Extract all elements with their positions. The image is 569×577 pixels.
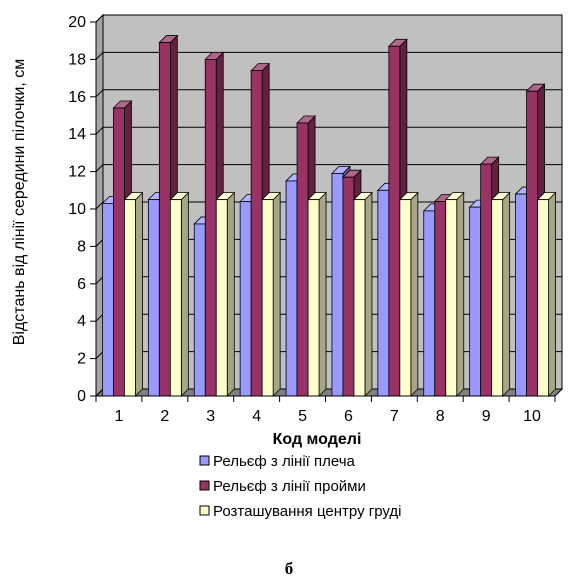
x-tick-label: 4 — [252, 408, 261, 425]
y-tick-label: 4 — [77, 313, 86, 330]
legend-item: Рельєф з лінії плеча — [199, 453, 356, 470]
legend-label: Рельєф з лінії пройми — [213, 478, 366, 495]
y-tick-label: 8 — [77, 238, 86, 255]
legend-label: Рельєф з лінії плеча — [213, 453, 356, 470]
bar — [490, 191, 511, 397]
gridline — [95, 89, 562, 98]
legend-swatch — [199, 455, 210, 466]
x-tick-label: 2 — [160, 408, 169, 425]
gridline — [95, 51, 562, 60]
y-tick-label: 0 — [77, 388, 86, 405]
bar — [398, 191, 419, 397]
legend-item: Розташування центру груді — [199, 503, 401, 520]
y-tick-label: 2 — [77, 351, 86, 368]
y-tick-label: 12 — [68, 164, 86, 181]
x-tick-label: 7 — [390, 408, 399, 425]
legend-item: Рельєф з лінії пройми — [199, 478, 366, 495]
bar — [352, 191, 373, 397]
y-tick-label: 14 — [68, 126, 86, 143]
legend-swatch — [199, 505, 210, 516]
y-tick-label: 10 — [68, 201, 86, 218]
x-tick-label: 10 — [523, 408, 541, 425]
axes — [90, 21, 556, 402]
x-tick-label: 5 — [298, 408, 307, 425]
y-tick-label: 16 — [68, 89, 86, 106]
bar — [215, 191, 236, 397]
bar — [536, 191, 557, 397]
y-tick-label: 20 — [68, 14, 86, 31]
y-tick-labels: 0 2 4 6 8 10 12 14 16 18 20 — [68, 14, 86, 405]
gridline — [95, 164, 562, 172]
bar — [444, 191, 465, 397]
x-tick-labels: 1 2 3 4 5 6 7 8 9 10 — [114, 408, 541, 425]
gridline — [95, 126, 562, 135]
legend: Рельєф з лінії плеча Рельєф з лінії пройм… — [199, 453, 401, 520]
y-axis-title: Відстань від лінії середини пілочки, см — [11, 59, 28, 346]
legend-label: Розташування центру груді — [213, 503, 401, 520]
gridline — [95, 14, 562, 23]
bar — [169, 191, 190, 397]
x-tick-label: 9 — [482, 408, 491, 425]
x-axis-title: Код моделі — [273, 431, 362, 448]
bar — [261, 191, 282, 397]
x-tick-label: 6 — [344, 408, 353, 425]
x-tick-label: 3 — [206, 408, 215, 425]
y-tick-label: 18 — [68, 51, 86, 68]
y-tick-label: 6 — [77, 276, 86, 293]
bars — [101, 34, 557, 397]
legend-swatch — [199, 480, 210, 491]
x-tick-label: 8 — [436, 408, 445, 425]
x-tick-label: 1 — [114, 408, 123, 425]
bar — [123, 191, 144, 397]
figure-caption: б — [285, 559, 294, 577]
bar — [307, 191, 328, 397]
